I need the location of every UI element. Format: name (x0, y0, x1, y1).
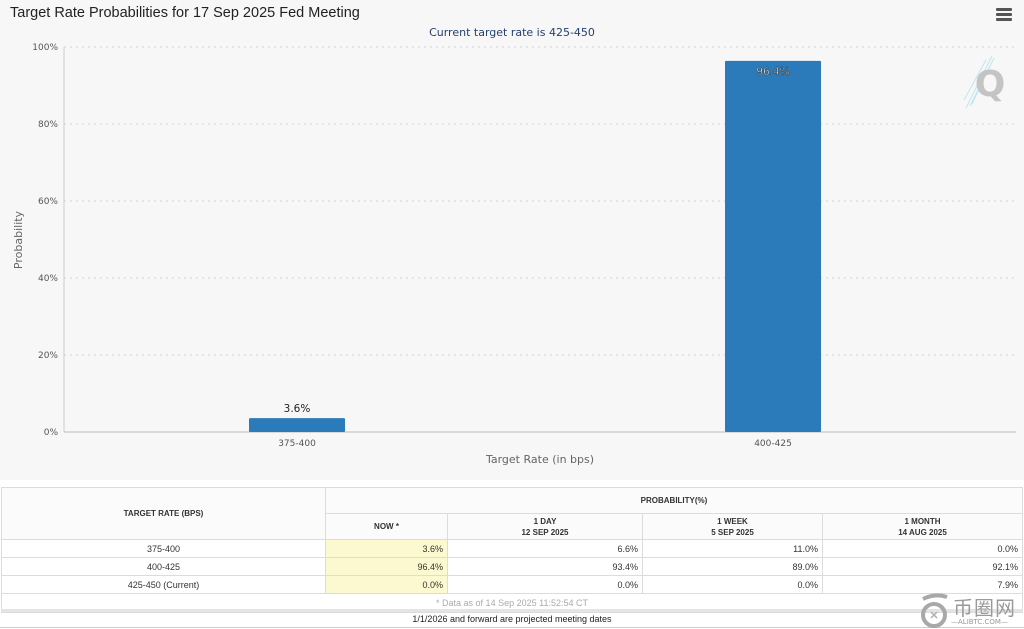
y-tick-label: 60% (38, 197, 58, 207)
table-row: 400-425 96.4% 93.4% 89.0% 92.1% (1, 557, 1023, 576)
x-axis-title: Target Rate (in bps) (485, 453, 594, 466)
chart-title: Target Rate Probabilities for 17 Sep 202… (10, 5, 360, 21)
bar-chart: 0% 20% 40% 60% 80% 100% 375-400 400-425 3.6% 96.… (12, 43, 1016, 466)
data-label: 96.4% (756, 66, 789, 78)
cell-1-day: 6.6% (447, 539, 643, 558)
table-divider (1, 609, 1023, 612)
cell-1-month: 0.0% (822, 539, 1023, 558)
header-1-month: 1 MONTH 14 AUG 2025 (822, 513, 1023, 540)
y-tick-label: 40% (38, 274, 58, 284)
y-tick-label: 0% (44, 428, 59, 438)
header-1-week: 1 WEEK 5 SEP 2025 (642, 513, 823, 540)
table-row: 375-400 3.6% 6.6% 11.0% 0.0% (1, 539, 1023, 558)
data-timestamp-footnote: * Data as of 14 Sep 2025 11:52:54 CT (1, 593, 1023, 613)
coin-logo-icon (921, 593, 948, 628)
header-now: NOW * (325, 513, 448, 540)
chart-area: Target Rate Probabilities for 17 Sep 202… (10, 5, 1016, 466)
q-logo-icon: Q (963, 55, 1006, 109)
bar-layer: 3.6% 96.4% (249, 60, 821, 433)
cell-now: 96.4% (325, 557, 448, 576)
cell-now: 0.0% (325, 575, 448, 594)
site-logo-cn: 币圈网 (953, 596, 1016, 620)
cell-1-day: 0.0% (447, 575, 643, 594)
cell-rate: 425-450 (Current) (1, 575, 326, 594)
cell-rate: 400-425 (1, 557, 326, 576)
cell-1-week: 89.0% (642, 557, 823, 576)
site-watermark-logo: 币圈网 —ALIBTC.COM— (915, 592, 1024, 629)
grid-layer (64, 46, 1016, 356)
cell-now: 3.6% (325, 539, 448, 558)
cell-rate: 375-400 (1, 539, 326, 558)
cell-1-month: 92.1% (822, 557, 1023, 576)
projected-dates-note: 1/1/2026 and forward are projected meeti… (412, 614, 612, 624)
header-target-rate: TARGET RATE (BPS) (1, 487, 326, 540)
cell-1-week: 11.0% (642, 539, 823, 558)
header-probability: PROBABILITY(%) (325, 487, 1023, 514)
probability-table: TARGET RATE (BPS) PROBABILITY(%) NOW * 1… (1, 487, 1023, 613)
cell-1-week: 0.0% (642, 575, 823, 594)
bar-375-400[interactable] (249, 418, 345, 432)
cell-1-month: 7.9% (822, 575, 1023, 594)
table-row: 425-450 (Current) 0.0% 0.0% 0.0% 7.9% (1, 575, 1023, 594)
y-tick-label: 20% (38, 351, 58, 361)
bar-400-425[interactable] (725, 60, 821, 433)
y-tick-label: 100% (32, 43, 58, 53)
header-1-day: 1 DAY 12 SEP 2025 (447, 513, 643, 540)
hamburger-menu-icon[interactable] (996, 8, 1012, 22)
site-logo-en: —ALIBTC.COM— (951, 618, 1008, 626)
axis-layer: 0% 20% 40% 60% 80% 100% 375-400 400-425 (32, 43, 1016, 449)
x-tick-label: 400-425 (754, 439, 792, 449)
cell-1-day: 93.4% (447, 557, 643, 576)
data-label: 3.6% (284, 403, 311, 415)
bottom-divider (0, 627, 1024, 628)
y-axis-title: Probability (12, 210, 25, 269)
chart-subtitle: Current target rate is 425-450 (429, 26, 595, 39)
y-tick-label: 80% (38, 120, 58, 130)
watermark-text: Q (975, 64, 1006, 105)
probability-table-container: TARGET RATE (BPS) PROBABILITY(%) NOW * 1… (1, 487, 1023, 613)
x-tick-label: 375-400 (278, 439, 316, 449)
